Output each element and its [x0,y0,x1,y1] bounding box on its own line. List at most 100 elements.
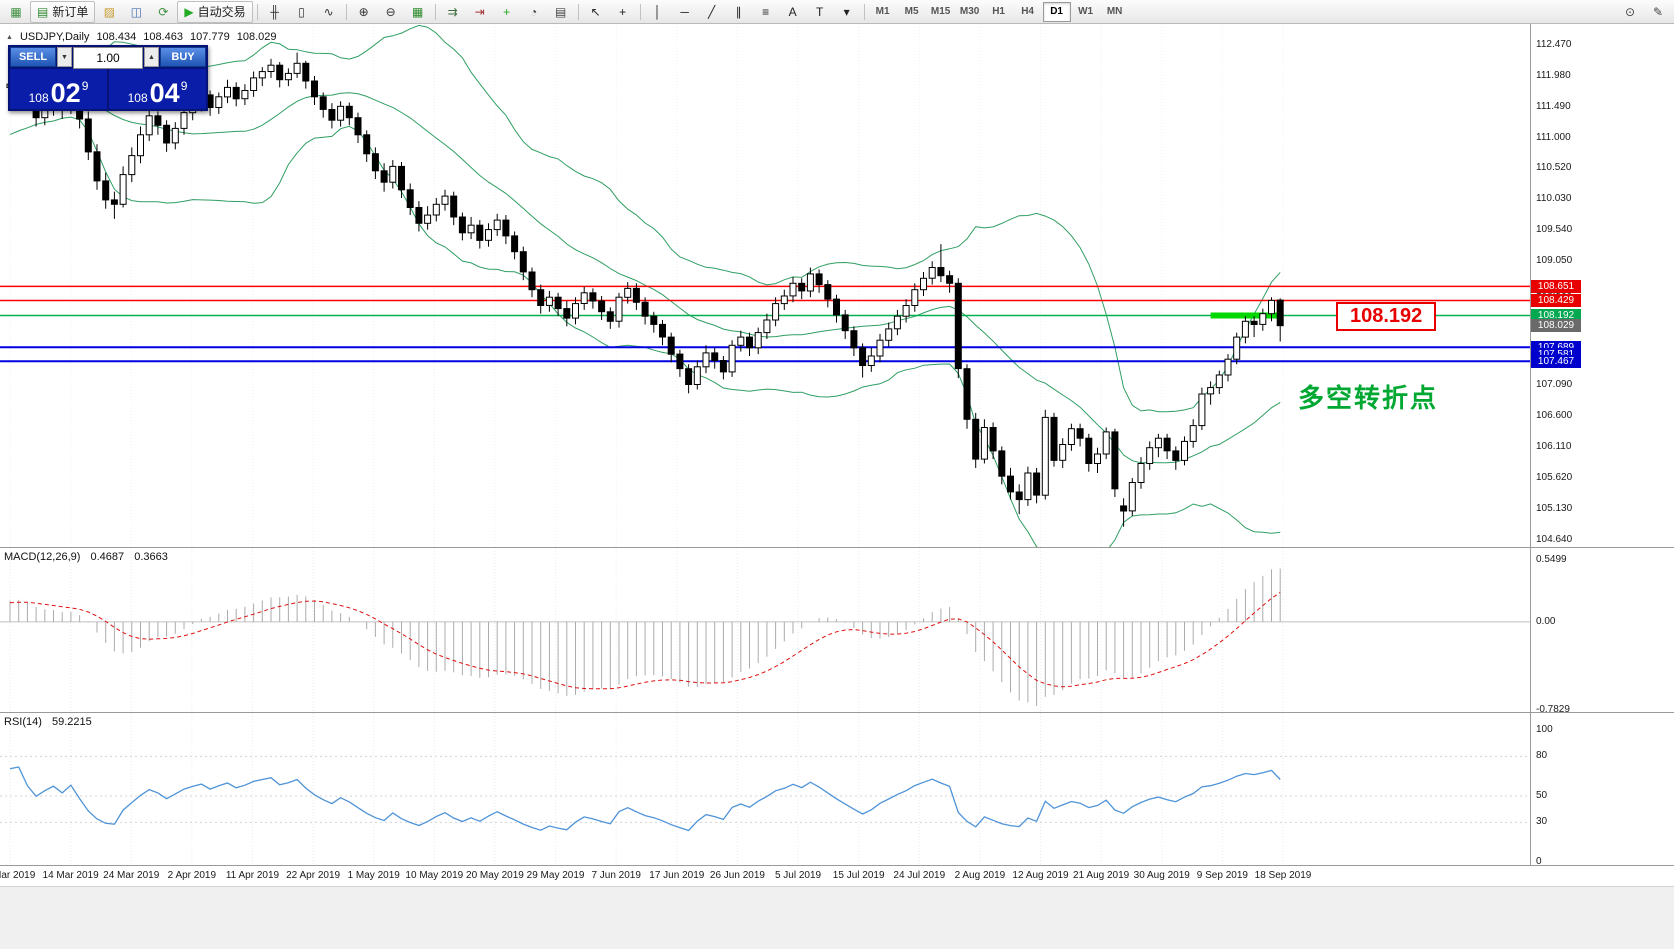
price-level-label[interactable]: 108.192 [1336,302,1437,331]
rsi-value: 59.2215 [51,716,92,728]
label-tool-icon[interactable]: T [807,1,833,23]
candle-body [824,284,832,300]
date-axis-label: 9 Sep 2019 [1196,870,1248,881]
date-axis-label: 2 Apr 2019 [167,870,217,881]
macd-plot-area[interactable] [0,548,1530,712]
line-chart-icon[interactable]: ∿ [316,1,342,23]
macd-main-value: 0.4687 [90,551,125,563]
timeframe-h1[interactable]: H1 [992,6,1005,17]
candle-body [728,344,736,373]
channel-icon[interactable]: ∥ [726,1,752,23]
date-axis-label: 5 Mar 2019 [0,870,36,881]
toolbar-separator [577,3,579,20]
buy-button[interactable]: BUY [160,47,206,67]
candle-body [137,134,144,157]
timeframe-m30[interactable]: M30 [959,6,980,17]
macd-signal-value: 0.3663 [134,551,168,563]
refresh-icon[interactable]: ⟳ [150,1,176,23]
autotrade-button[interactable]: ▶ 自动交易 [177,0,253,23]
profiles-icon[interactable]: ▨ [96,1,122,23]
zoom-out-icon[interactable]: ⊖ [378,1,404,23]
price-tag[interactable]: 108.192 [1531,308,1581,322]
timeframe-m15[interactable]: M15 [930,6,951,17]
timeframe-m5[interactable]: M5 [904,6,919,17]
candle-body [154,115,162,126]
volume-increase-button[interactable]: ▲ [144,47,159,67]
toolbar-separator [639,3,641,20]
ohlc-bars-icon: ╫ [270,4,279,19]
volume-input[interactable] [73,47,143,69]
candle-body [954,282,962,370]
market-watch-icon[interactable]: ◫ [123,1,149,23]
candle-body [119,174,127,205]
candle-body [206,94,214,109]
timeframe-h4[interactable]: H4 [1021,6,1034,17]
new-order-icon: ▤ [37,4,49,19]
vertical-line-icon[interactable]: │ [645,1,671,23]
candle-body [676,353,684,370]
candle-body [650,315,658,325]
templates-icon[interactable]: ▤ [548,1,574,23]
candles-layer [6,52,1284,527]
date-axis-label: 15 Jul 2019 [832,870,885,881]
horizontal-line-icon[interactable]: ─ [672,1,698,23]
new-order-button[interactable]: ▤ 新订单 [30,0,96,23]
candle-body [911,289,919,307]
price-tag[interactable]: 108.651 [1531,279,1581,293]
rsi-plot-area[interactable] [0,713,1530,865]
macd-indicator-label: MACD(12,26,9) 0.4687 0.3663 [4,551,175,563]
macd-signal-line [9,591,1281,690]
date-axis[interactable]: 5 Mar 2019 14 Mar 2019 24 Mar 2019 2 Apr 20… [0,866,1674,886]
candle-body [502,219,510,237]
bid-pips: 02 [50,78,81,109]
crosshair-icon[interactable]: + [610,1,636,23]
price-plot-area[interactable] [0,24,1530,547]
text-tool-icon[interactable]: A [780,1,806,23]
macd-name: MACD(12,26,9) [4,551,81,563]
price-tag[interactable]: 107.467 [1531,354,1581,368]
chart-window-icon[interactable]: ▦ [3,1,29,23]
sell-button[interactable]: SELL [10,47,56,67]
indicators-icon[interactable]: + [494,1,520,23]
chart-shift-icon[interactable]: ⇥ [467,1,493,23]
trendline-icon[interactable]: ╱ [699,1,725,23]
chart-expand-icon[interactable]: ▲ [6,33,13,41]
rsi-axis: 100 80 50 30 0 [1530,713,1674,865]
timeframe-m1[interactable]: M1 [875,6,890,17]
turning-point-note[interactable]: 多空转折点 [1298,383,1439,413]
zoom-in-icon[interactable]: ⊕ [351,1,377,23]
candle-body [624,287,632,298]
price-axis-label: 104.640 [1536,534,1573,545]
price-axis: 112.470 111.980 111.490 111.000 110.520 110.0… [1530,24,1674,547]
ohlc-bars-icon[interactable]: ╫ [262,1,288,23]
candle-body [380,170,388,183]
bid-price[interactable]: 108 02 9 [10,69,107,109]
timeframe-w1[interactable]: W1 [1078,6,1094,17]
price-axis-label: 110.520 [1536,162,1572,174]
price-tag[interactable]: 108.429 [1531,293,1581,307]
draw-icon: ✎ [1652,4,1664,19]
candle-body [1007,475,1014,493]
candle-body [337,105,345,121]
cursor-icon[interactable]: ↖ [583,1,609,23]
candle-body [1181,440,1188,461]
auto-scroll-icon[interactable]: ⇉ [440,1,466,23]
timeframe-mn[interactable]: MN [1106,6,1123,17]
candlestick-icon[interactable]: ▯ [289,1,315,23]
periods-icon[interactable]: ◔ [521,1,547,23]
tile-windows-icon[interactable]: ▦ [405,1,431,23]
volume-decrease-button[interactable]: ▼ [57,47,72,67]
fibonacci-icon[interactable]: ≡ [753,1,779,23]
search-icon[interactable]: ⊙ [1617,1,1643,23]
draw-icon[interactable]: ✎ [1645,1,1671,23]
candlestick-icon: ▯ [298,4,305,19]
candle-body [1215,374,1223,389]
ask-price[interactable]: 108 04 9 [109,69,206,109]
candle-body [667,336,675,355]
market-watch-icon: ◫ [130,4,143,19]
candle-body [1111,431,1119,490]
price-axis-label: 106.110 [1536,441,1572,453]
timeframe-d1[interactable]: D1 [1042,1,1071,22]
shapes-dropdown-icon[interactable]: ▾ [834,1,860,23]
price-axis-label: 106.600 [1536,410,1573,422]
